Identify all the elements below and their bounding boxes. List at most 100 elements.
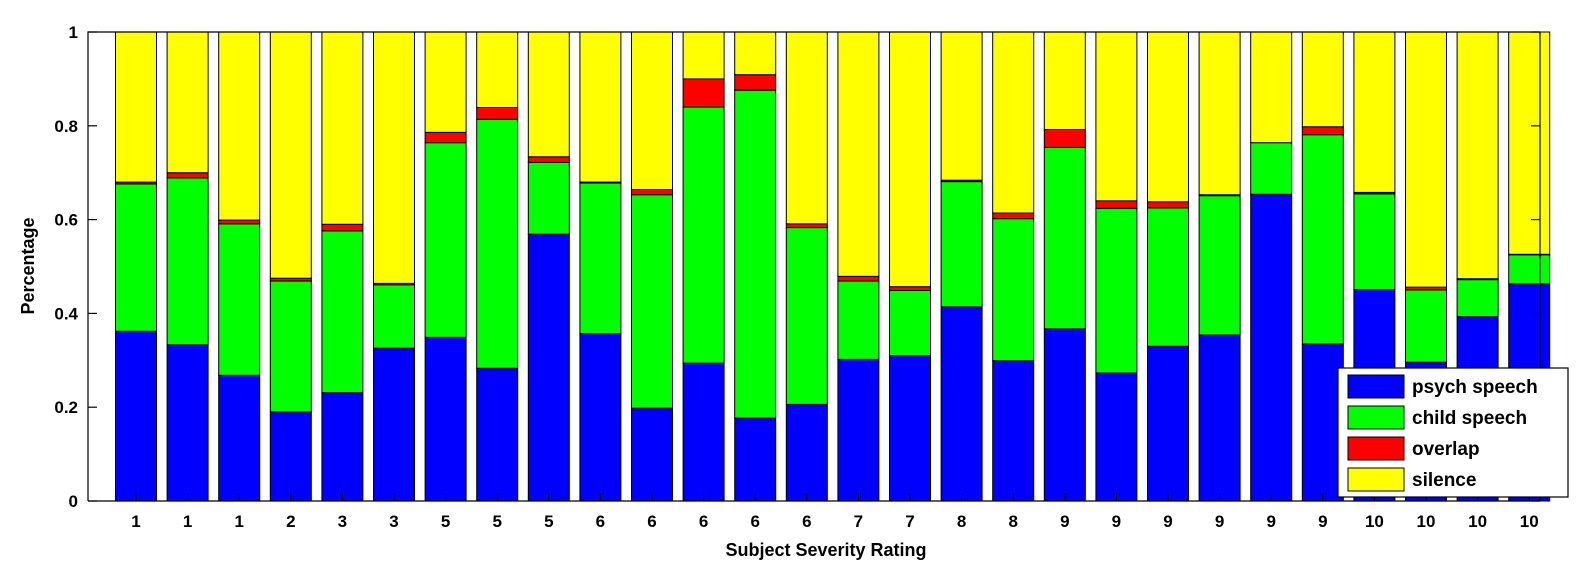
legend-label-silence: silence (1412, 470, 1476, 491)
bar-segment-psych-speech-20 (1147, 345, 1189, 502)
bar-segment-silence-13 (785, 31, 828, 225)
bar-group (115, 31, 1551, 502)
x-tick-label: 8 (1008, 512, 1017, 531)
bar-segment-overlap-8 (527, 156, 570, 163)
bar-segment-child-speech-19 (1095, 207, 1138, 374)
bar-segment-silence-5 (373, 31, 415, 284)
bar-segment-child-speech-12 (734, 89, 777, 419)
x-tick-label: 10 (1520, 512, 1539, 531)
x-tick-label: 5 (544, 512, 553, 531)
bar-segment-child-speech-27 (1508, 254, 1551, 285)
bar-segment-psych-speech-8 (527, 233, 570, 502)
x-tick-label: 9 (1266, 512, 1275, 531)
bar-segment-silence-9 (579, 31, 622, 183)
bar-segment-child-speech-17 (992, 218, 1035, 362)
legend: psych speech child speech overlap silence (1337, 367, 1569, 498)
x-tick-label: 1 (183, 512, 192, 531)
bar-segment-psych-speech-7 (476, 367, 519, 502)
bar-segment-child-speech-23 (1301, 134, 1344, 345)
bar-segment-child-speech-8 (527, 161, 570, 235)
bar-segment-silence-15 (889, 31, 931, 288)
x-axis-ticks: 1 1 1 2 3 3 5 5 5 6 6 6 6 6 7 7 8 8 9 9 9 9 9 9 10 10 10 10 (131, 493, 1539, 531)
legend-swatch-overlap (1347, 436, 1405, 461)
x-tick-label: 10 (1468, 512, 1487, 531)
bar-segment-child-speech-0 (115, 183, 157, 332)
bar-segment-child-speech-16 (940, 181, 983, 308)
bar-segment-overlap-14 (837, 275, 880, 282)
bar-segment-silence-3 (269, 31, 312, 279)
bar-segment-silence-7 (476, 31, 519, 109)
bar-segment-child-speech-26 (1456, 279, 1499, 318)
x-tick-label: 2 (286, 512, 295, 531)
bar-segment-child-speech-25 (1405, 289, 1447, 363)
bar-segment-child-speech-11 (682, 106, 725, 364)
x-tick-label: 9 (1060, 512, 1069, 531)
bar-segment-silence-11 (682, 31, 725, 80)
x-tick-label: 6 (750, 512, 759, 531)
bar-segment-overlap-12 (734, 74, 777, 91)
bar-segment-silence-25 (1405, 31, 1447, 288)
bar-segment-psych-speech-19 (1095, 372, 1138, 502)
bar-segment-psych-speech-17 (992, 360, 1035, 502)
bar-segment-overlap-17 (992, 212, 1035, 220)
bar-segment-child-speech-3 (269, 280, 312, 413)
y-axis-ticks: 0 0.2 0.4 0.6 0.8 1 (54, 23, 1540, 511)
x-tick-label: 6 (647, 512, 656, 531)
bar-segment-psych-speech-2 (218, 374, 261, 502)
bar-segment-psych-speech-12 (734, 417, 777, 502)
x-tick-label: 7 (854, 512, 863, 531)
bar-segment-overlap-13 (785, 223, 828, 229)
bar-segment-silence-8 (527, 31, 570, 158)
bar-segment-overlap-19 (1095, 200, 1138, 209)
legend-swatch-silence (1347, 467, 1405, 492)
bar-segment-psych-speech-6 (424, 336, 467, 502)
bar-segment-child-speech-2 (218, 223, 261, 376)
bar-segment-psych-speech-23 (1301, 343, 1344, 502)
bar-segment-overlap-7 (476, 107, 519, 120)
y-axis-title: Percentage (18, 217, 38, 314)
bar-segment-child-speech-21 (1198, 195, 1241, 336)
bar-segment-overlap-4 (321, 223, 364, 232)
x-tick-label: 10 (1417, 512, 1436, 531)
x-tick-label: 3 (338, 512, 347, 531)
x-tick-label: 6 (596, 512, 605, 531)
bar-segment-overlap-10 (631, 189, 673, 196)
x-tick-label: 1 (131, 512, 140, 531)
bar-segment-silence-10 (631, 31, 673, 191)
legend-label-overlap: overlap (1412, 439, 1480, 460)
bar-segment-child-speech-15 (889, 289, 931, 357)
bar-segment-psych-speech-14 (837, 358, 880, 502)
bar-segment-silence-0 (115, 31, 157, 183)
bar-segment-silence-27 (1508, 31, 1551, 255)
y-tick-label: 0 (69, 492, 78, 511)
y-tick-label: 1 (69, 23, 78, 42)
bar-segment-silence-18 (1043, 31, 1086, 131)
bar-segment-overlap-2 (218, 219, 261, 225)
y-tick-label: 0.6 (54, 211, 78, 230)
x-tick-label: 9 (1112, 512, 1121, 531)
bar-segment-silence-17 (992, 31, 1035, 214)
bar-segment-child-speech-18 (1043, 146, 1086, 330)
x-tick-label: 10 (1365, 512, 1384, 531)
bar-segment-silence-4 (321, 31, 364, 225)
bar-segment-child-speech-14 (837, 280, 880, 360)
bar-segment-overlap-11 (682, 78, 725, 108)
bar-segment-psych-speech-15 (889, 355, 931, 502)
bar-segment-silence-22 (1250, 31, 1293, 144)
bar-segment-silence-2 (218, 31, 261, 221)
bar-segment-overlap-1 (166, 172, 209, 179)
bar-segment-silence-6 (424, 31, 467, 133)
bar-segment-child-speech-4 (321, 230, 364, 394)
bar-segment-psych-speech-16 (940, 306, 983, 502)
bar-segment-silence-20 (1147, 31, 1189, 203)
legend-swatch-psych-speech (1347, 374, 1405, 399)
x-tick-label: 5 (492, 512, 501, 531)
y-tick-label: 0.2 (54, 398, 78, 417)
bar-segment-silence-21 (1198, 31, 1241, 196)
x-axis-title: Subject Severity Rating (725, 540, 926, 560)
bar-segment-psych-speech-10 (631, 407, 673, 502)
bar-segment-silence-26 (1456, 31, 1499, 280)
bar-segment-psych-speech-21 (1198, 334, 1241, 502)
bar-segment-psych-speech-13 (785, 403, 828, 502)
